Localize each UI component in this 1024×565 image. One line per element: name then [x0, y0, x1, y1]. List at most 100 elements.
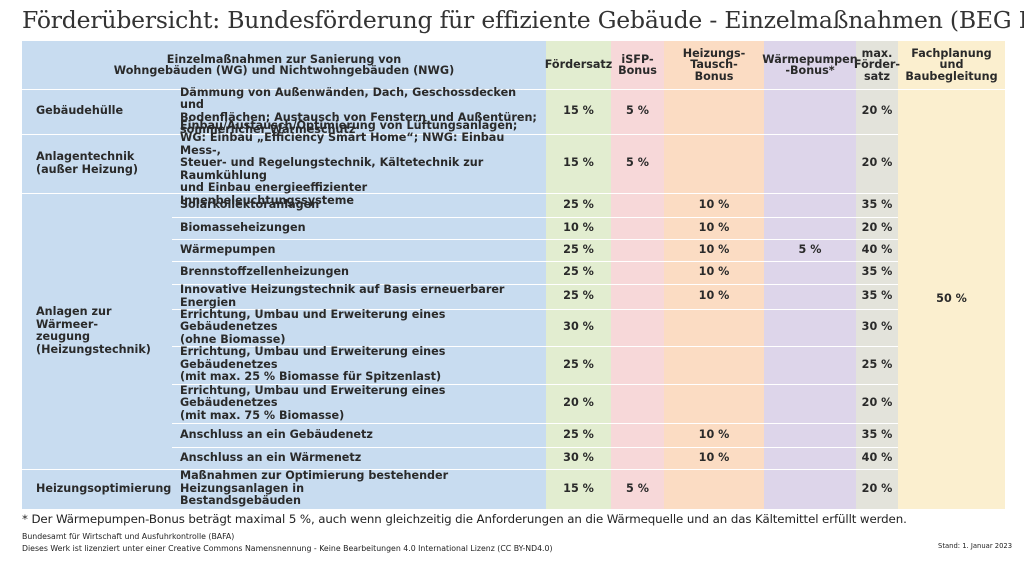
header-measures-line: Wohngebäuden (WG) und Nichtwohngebäuden … [113, 64, 455, 77]
value-tausch [664, 309, 764, 346]
value-max-line: 20 % [861, 156, 893, 170]
value-isfp [611, 346, 664, 384]
value-max: 35 % [856, 423, 898, 447]
value-waermepumpen [764, 346, 856, 384]
value-foerdersatz-line: 30 % [563, 450, 594, 464]
value-foerdersatz-line: 25 % [563, 197, 594, 211]
value-max: 20 % [856, 384, 898, 423]
measure-description-line: (mit max. 75 % Biomasse) [180, 408, 345, 422]
measure-description-line: WG: Einbau „Efficiency Smart Home“; NWG:… [180, 131, 505, 157]
value-foerdersatz: 25 % [546, 239, 611, 261]
column-bg-measures [22, 41, 546, 509]
header-isfp: iSFP- Bonus [611, 41, 664, 89]
value-tausch [664, 346, 764, 384]
value-fachplanung: 50 % [898, 89, 1005, 509]
measure-description-line: Steuer- und Regelungstechnik, Kältetechn… [180, 156, 484, 182]
value-waermepumpen [764, 423, 856, 447]
value-max-line: 35 % [861, 197, 893, 211]
value-waermepumpen-line: 5 % [798, 242, 822, 256]
value-max-line: 40 % [861, 450, 893, 464]
value-foerdersatz: 20 % [546, 384, 611, 423]
value-max-line: 40 % [861, 242, 893, 256]
header-foerdersatz-line: Fördersatz [544, 58, 613, 72]
value-max-line: 35 % [861, 265, 893, 279]
value-fachplanung-line: 50 % [936, 291, 967, 305]
value-isfp: 5 % [611, 134, 664, 193]
category-gebaeudehuelle: Gebäudehülle [22, 89, 172, 134]
column-bg-tausch [664, 41, 764, 509]
value-waermepumpen [764, 447, 856, 469]
value-max-line: 30 % [861, 320, 893, 334]
measure-description: Dämmung von Außenwänden, Dach, Geschossd… [172, 86, 546, 136]
value-tausch: 10 % [664, 217, 764, 239]
value-tausch-line: 10 % [698, 427, 730, 441]
value-tausch: 10 % [664, 239, 764, 261]
column-bg-isfp [611, 41, 664, 509]
value-isfp [611, 261, 664, 284]
value-waermepumpen [764, 284, 856, 309]
header-measures-line: Einzelmaßnahmen zur Sanierung von [166, 52, 402, 66]
header-fachplanung-line: und [939, 58, 964, 72]
column-bg-fachplanung [898, 41, 1005, 509]
header-tausch-line: Tausch- [690, 58, 738, 72]
category-waermeerzeugung-line: zeugung [36, 330, 91, 343]
value-foerdersatz-line: 15 % [563, 481, 594, 495]
value-isfp-line: 5 % [626, 481, 649, 495]
header-foerdersatz: Fördersatz [544, 41, 613, 89]
value-max-line: 35 % [861, 289, 893, 303]
measure-description-line: Solarkollektoranlagen [180, 197, 320, 211]
value-max: 35 % [856, 261, 898, 284]
value-foerdersatz: 15 % [546, 134, 611, 193]
value-max: 20 % [856, 134, 898, 193]
value-max: 40 % [856, 447, 898, 469]
column-bg-waermepumpen [764, 41, 856, 509]
measure-description: Brennstoffzellenheizungen [172, 261, 546, 284]
value-foerdersatz-line: 10 % [563, 220, 594, 234]
value-tausch [664, 89, 764, 134]
value-foerdersatz: 25 % [546, 284, 611, 309]
value-foerdersatz-line: 20 % [563, 396, 594, 410]
measure-description-line: Bestandsgebäuden [180, 494, 301, 508]
measure-description-line: (ohne Biomasse) [180, 332, 286, 346]
category-anlagentechnik-line: (außer Heizung) [36, 162, 139, 176]
value-isfp [611, 217, 664, 239]
value-tausch: 10 % [664, 261, 764, 284]
value-isfp: 5 % [611, 469, 664, 509]
value-tausch [664, 384, 764, 423]
header-tausch-line: Bonus [694, 69, 734, 83]
row-separator [172, 284, 898, 285]
value-max: 35 % [856, 284, 898, 309]
value-isfp [611, 309, 664, 346]
measure-description-line: Anschluss an ein Wärmenetz [180, 450, 362, 464]
column-bg-foerdersatz [546, 41, 611, 509]
measure-description-line: Einbau/Austausch/Optimierung von Lüftung… [180, 118, 518, 132]
value-waermepumpen [764, 134, 856, 193]
value-foerdersatz-line: 25 % [563, 357, 594, 371]
value-max-line: 20 % [861, 481, 893, 495]
value-tausch-line: 10 % [698, 197, 730, 211]
value-max-line: 20 % [861, 220, 893, 234]
row-separator [172, 217, 898, 218]
page-title: Förderübersicht: Bundesförderung für eff… [22, 6, 1024, 34]
measure-description-line: Maßnahmen zur Optimierung bestehender He… [180, 469, 449, 495]
header-max-line: satz [863, 69, 891, 83]
header-max-line: max. [861, 46, 893, 60]
header-waermepumpen: Wärmepumpen -Bonus* [762, 41, 857, 89]
measure-description-line: sommerlicher Wärmeschutz [180, 123, 356, 136]
value-isfp [611, 423, 664, 447]
value-isfp-line: 5 % [626, 104, 649, 118]
value-foerdersatz: 25 % [546, 261, 611, 284]
measure-description-line: Innovative Heizungstechnik auf Basis ern… [180, 283, 505, 309]
header-fachplanung: Fachplanung und Baubegleitung [898, 41, 1005, 89]
category-anlagentechnik-line: Anlagentechnik [36, 150, 135, 163]
measure-description: Biomasseheizungen [172, 217, 546, 239]
header-waermepumpen-line: -Bonus* [785, 64, 835, 77]
header-max-line: Förder- [853, 58, 901, 72]
header-tausch: Heizungs- Tausch- Bonus [664, 41, 764, 89]
measure-description-line: Bodenflächen; Austausch von Fenstern und… [180, 110, 537, 124]
value-max: 30 % [856, 309, 898, 346]
value-waermepumpen [764, 217, 856, 239]
value-foerdersatz: 10 % [546, 217, 611, 239]
measure-description: Maßnahmen zur Optimierung bestehender He… [172, 469, 546, 509]
value-waermepumpen [764, 89, 856, 134]
